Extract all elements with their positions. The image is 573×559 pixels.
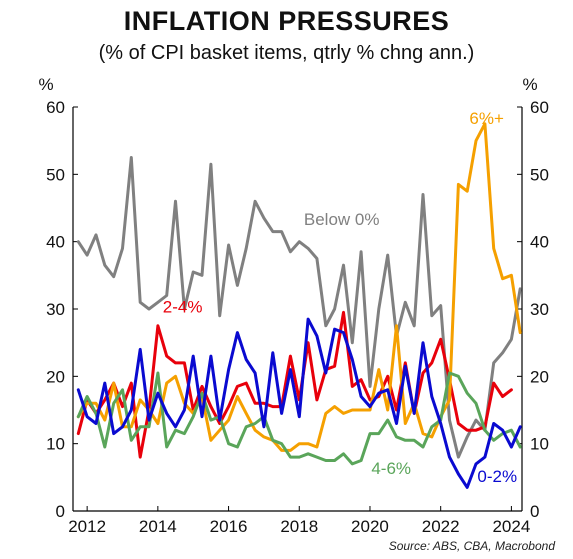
y-tick-label-left: 0 [56, 502, 65, 521]
series-group [76, 122, 522, 489]
series-label-0-2: 0-2% [477, 467, 517, 486]
x-tick-label: 2014 [139, 517, 177, 536]
y-tick-label-right: 60 [530, 98, 549, 117]
series-label-6: 6%+ [469, 109, 504, 128]
y-tick-label-left: 20 [46, 367, 65, 386]
y-tick-label-left: 40 [46, 233, 65, 252]
y-tick-label-right: 10 [530, 435, 549, 454]
series-line-0-2 [76, 317, 522, 489]
y-tick-label-right: 50 [530, 165, 549, 184]
y-tick-label-right: 40 [530, 233, 549, 252]
x-tick-label: 2012 [68, 517, 106, 536]
x-tick-label: 2016 [210, 517, 248, 536]
y-tick-label-left: 50 [46, 165, 65, 184]
chart-title: INFLATION PRESSURES [123, 6, 450, 36]
y-unit-right: % [522, 75, 537, 94]
y-tick-label-right: 20 [530, 367, 549, 386]
series-line-2-4 [76, 310, 513, 459]
series-label-2-4: 2-4% [163, 297, 203, 316]
y-tick-label-right: 0 [530, 502, 539, 521]
y-tick-label-left: 30 [46, 300, 65, 319]
chart-subtitle: (% of CPI basket items, qtrly % chng ann… [98, 42, 475, 64]
x-tick-label: 2018 [280, 517, 318, 536]
series-labels: Below 0% 2-4% 6%+ 4-6% 0-2% [163, 109, 517, 486]
source-note: Source: ABS, CBA, Macrobond [388, 539, 555, 553]
x-tick-label: 2024 [492, 517, 530, 536]
series-label-below-0: Below 0% [304, 210, 380, 229]
x-tick-label: 2022 [422, 517, 460, 536]
y-tick-label-left: 10 [46, 435, 65, 454]
y-tick-label-right: 30 [530, 300, 549, 319]
series-label-4-6: 4-6% [371, 459, 411, 478]
y-tick-label-left: 60 [46, 98, 65, 117]
y-unit-left: % [38, 75, 53, 94]
x-tick-label: 2020 [351, 517, 389, 536]
